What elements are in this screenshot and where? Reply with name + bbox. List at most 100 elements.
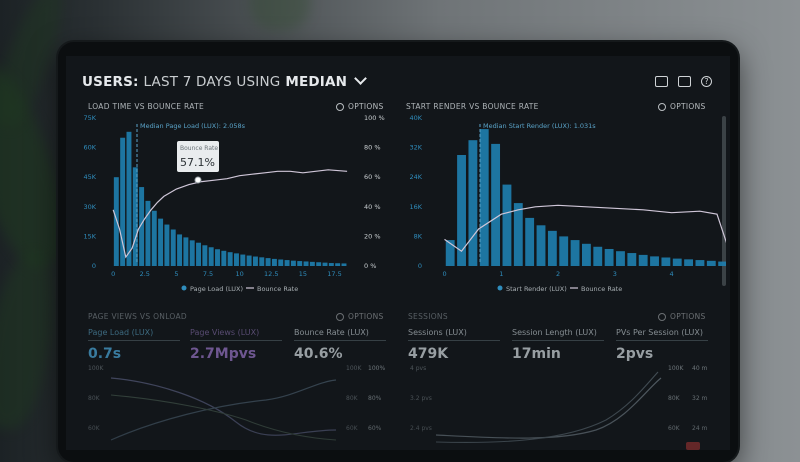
bar[interactable] — [259, 257, 265, 266]
start-render-bounce-line — [444, 204, 726, 253]
bar[interactable] — [196, 242, 202, 266]
bar[interactable] — [457, 155, 466, 266]
bar[interactable] — [672, 258, 682, 266]
tick-label: 4 pvs — [410, 365, 426, 372]
bar[interactable] — [341, 263, 347, 266]
background-plant-leaf — [250, 0, 310, 30]
gear-icon — [336, 312, 344, 321]
load-time-options-button[interactable]: OPTIONS — [336, 102, 384, 111]
bar[interactable] — [183, 237, 189, 266]
bar[interactable] — [706, 260, 716, 266]
bar[interactable] — [661, 257, 671, 266]
bar[interactable] — [328, 263, 334, 266]
bar[interactable] — [145, 200, 151, 266]
load-time-bars — [113, 131, 347, 266]
bar[interactable] — [684, 259, 694, 266]
bar[interactable] — [638, 254, 648, 266]
page-views-options-button[interactable]: OPTIONS — [336, 312, 384, 321]
load-time-median-label: Median Page Load (LUX): 2.058s — [140, 122, 246, 130]
bar[interactable] — [278, 259, 284, 266]
bar[interactable] — [284, 260, 290, 266]
dashboard-title[interactable]: USERS: LAST 7 DAYS USING MEDIAN — [82, 72, 367, 90]
bar[interactable] — [177, 234, 183, 266]
sessions-options-button[interactable]: OPTIONS — [658, 312, 706, 321]
bar[interactable] — [126, 131, 132, 266]
bar[interactable] — [593, 246, 603, 266]
monitor-icon[interactable] — [655, 76, 668, 87]
bar[interactable] — [240, 254, 246, 266]
bar[interactable] — [559, 236, 569, 266]
bar[interactable] — [581, 243, 591, 266]
chevron-down-icon[interactable] — [354, 72, 367, 85]
bar[interactable] — [170, 229, 176, 266]
bar[interactable] — [221, 250, 227, 266]
x-tick-label: 12.5 — [264, 270, 278, 278]
bar[interactable] — [290, 260, 296, 266]
bar[interactable] — [164, 224, 170, 266]
bar[interactable] — [547, 230, 557, 266]
legend-page-load: Page Load (LUX) — [190, 285, 243, 293]
tick-label: 24 m — [692, 425, 708, 432]
bar[interactable] — [479, 129, 489, 266]
bar[interactable] — [189, 240, 195, 266]
bar[interactable] — [202, 245, 208, 266]
tick-label: 40 m — [692, 365, 708, 372]
bar[interactable] — [695, 260, 705, 266]
bar[interactable] — [120, 137, 126, 266]
image-icon[interactable] — [678, 76, 691, 87]
bar[interactable] — [297, 261, 303, 266]
bar[interactable] — [227, 252, 233, 266]
bar[interactable] — [718, 261, 726, 266]
bar[interactable] — [604, 248, 614, 266]
notification-badge — [686, 442, 700, 450]
gear-icon — [658, 312, 666, 321]
start-render-bars — [445, 129, 726, 266]
bar[interactable] — [445, 240, 455, 266]
start-render-left-axis: 40K 32K 24K 16K 8K 0 — [409, 114, 422, 270]
tick-label: 60K — [88, 425, 101, 432]
x-tick-label: 17.5 — [327, 270, 341, 278]
bar[interactable] — [139, 187, 145, 266]
load-time-left-axis: 75K 60K 45K 30K 15K 0 — [83, 114, 96, 270]
x-tick-label: 1 — [499, 270, 503, 278]
load-time-tooltip: Bounce Rate 57.1% — [177, 141, 219, 184]
bar[interactable] — [158, 218, 164, 266]
bar[interactable] — [271, 258, 277, 266]
bar[interactable] — [316, 262, 322, 266]
stat-session-length: Session Length (LUX) 17min — [512, 328, 604, 362]
bar[interactable] — [525, 217, 535, 266]
tick-label: 80K — [668, 395, 681, 402]
stat-value: 2pvs — [616, 346, 654, 362]
bar[interactable] — [252, 256, 258, 266]
bar[interactable] — [246, 255, 252, 266]
gear-icon — [336, 102, 344, 111]
bar[interactable] — [335, 263, 341, 266]
bar[interactable] — [113, 177, 119, 266]
bar[interactable] — [309, 261, 315, 266]
bar[interactable] — [215, 249, 220, 266]
help-icon[interactable]: ? — [701, 76, 712, 87]
bar[interactable] — [132, 167, 138, 266]
bar[interactable] — [570, 240, 580, 266]
bar[interactable] — [151, 210, 157, 266]
bar[interactable] — [513, 203, 523, 266]
y-tick-label: 40K — [409, 114, 422, 122]
start-render-legend: Start Render (LUX) Bounce Rate — [497, 285, 622, 293]
bar[interactable] — [627, 253, 637, 266]
bar[interactable] — [265, 258, 271, 266]
bar[interactable] — [650, 256, 659, 266]
start-render-options-button[interactable]: OPTIONS — [658, 102, 706, 111]
bar[interactable] — [234, 253, 239, 266]
bar[interactable] — [616, 251, 625, 266]
bar[interactable] — [502, 184, 512, 266]
bar[interactable] — [303, 261, 309, 266]
bar[interactable] — [208, 247, 214, 266]
tick-label: 60K — [668, 425, 681, 432]
bar[interactable] — [468, 140, 478, 266]
y2-tick-label: 20 % — [364, 232, 381, 240]
scrollbar[interactable] — [722, 116, 726, 286]
bar[interactable] — [491, 143, 501, 266]
bar[interactable] — [322, 262, 328, 266]
bar[interactable] — [536, 225, 546, 266]
stat-label: Session Length (LUX) — [512, 328, 604, 341]
